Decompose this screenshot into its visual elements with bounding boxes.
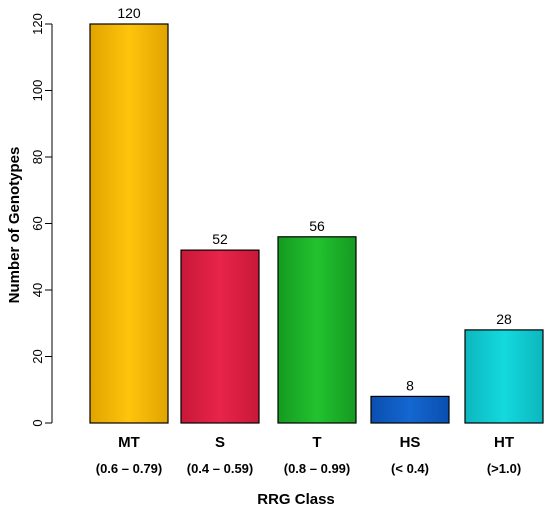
y-tick-label: 20 (30, 349, 45, 363)
bar-mt (89, 23, 169, 424)
y-tick-label: 120 (30, 13, 45, 35)
data-label: 52 (212, 231, 228, 247)
y-tick-label: 0 (30, 419, 45, 426)
y-tick-label: 60 (30, 216, 45, 230)
x-category-label: HT (494, 434, 514, 451)
x-category-range-label: (< 0.4) (391, 461, 429, 476)
data-label: 8 (406, 377, 414, 393)
data-label: 28 (496, 311, 512, 327)
x-category-range-label: (0.6 – 0.79) (96, 461, 163, 476)
y-tick-label: 80 (30, 150, 45, 164)
label-layer: 120 MT (0.6 – 0.79) 52 S (0.4 – 0.59) 56 T (0.8 … (96, 5, 521, 476)
y-axis-title: Number of Genotypes (6, 147, 23, 304)
x-category-range-label: (0.4 – 0.59) (187, 461, 254, 476)
data-label: 120 (117, 5, 141, 21)
x-category-label: MT (118, 434, 140, 451)
x-category-range-label: (>1.0) (487, 461, 521, 476)
bar-s (180, 249, 260, 424)
bar-hs (370, 395, 450, 424)
y-tick-label: 40 (30, 283, 45, 297)
y-tick-label: 100 (30, 80, 45, 102)
bar-ht (464, 329, 544, 424)
x-category-label: HS (400, 434, 421, 451)
x-axis-title: RRG Class (257, 491, 335, 508)
x-category-label: T (312, 434, 321, 451)
data-label: 56 (309, 218, 325, 234)
x-category-label: S (215, 434, 225, 451)
bar-t (277, 236, 357, 424)
axis-layer: 0 20 40 60 80 100 120 (30, 13, 53, 427)
bar-layer (89, 23, 544, 424)
x-category-range-label: (0.8 – 0.99) (284, 461, 351, 476)
